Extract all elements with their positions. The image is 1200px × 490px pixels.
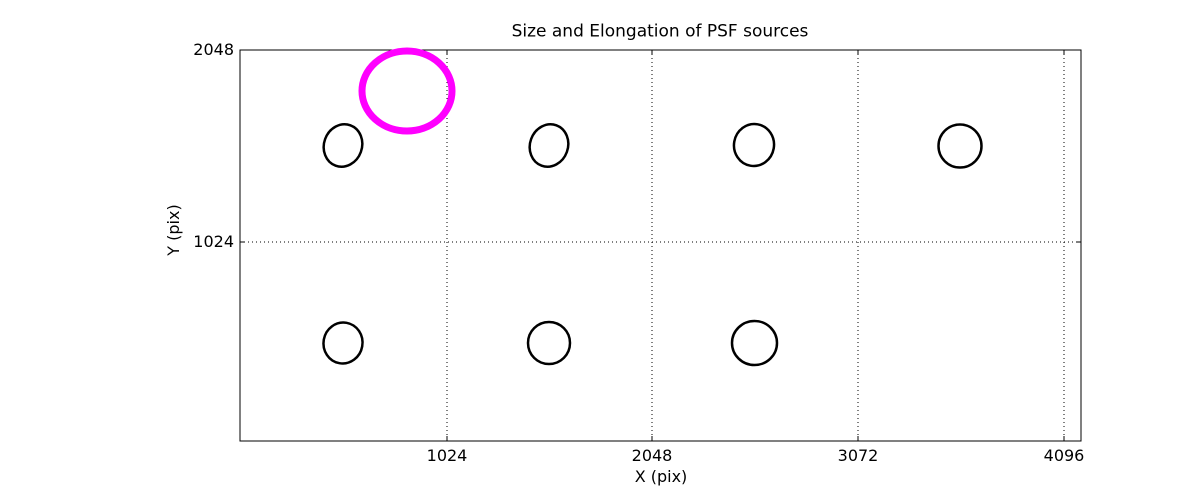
x-axis-label: X (pix) (634, 467, 688, 486)
axes-box (239, 49, 1082, 442)
x-tick-label: 1024 (426, 446, 468, 465)
psf-ellipse (322, 123, 364, 168)
psf-ellipse (937, 123, 983, 169)
x-tick-label: 4096 (1043, 446, 1085, 465)
psf-ellipse (730, 319, 779, 367)
psf-ellipse (526, 320, 572, 366)
chart-title: Size and Elongation of PSF sources (511, 21, 809, 42)
psf-ellipse (732, 122, 776, 168)
psf-ellipse (528, 123, 570, 168)
x-tick-label: 2048 (631, 446, 673, 465)
psf-ellipse (322, 321, 364, 365)
x-tick-label: 3072 (837, 446, 879, 465)
y-tick-label: 2048 (193, 40, 234, 59)
y-tick-label: 1024 (193, 232, 234, 251)
y-axis-label: Y (pix) (164, 204, 183, 256)
reference-ellipse (358, 47, 456, 135)
